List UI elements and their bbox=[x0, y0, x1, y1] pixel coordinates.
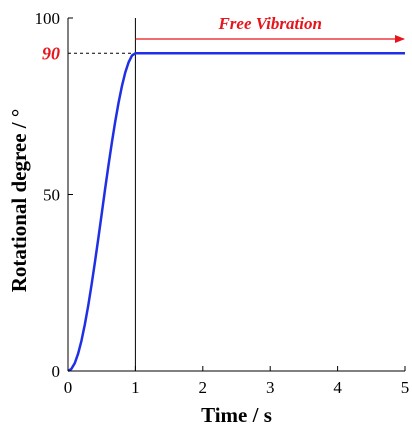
y-tick-label: 100 bbox=[35, 9, 61, 28]
plot-area bbox=[67, 18, 405, 373]
x-tick-label: 1 bbox=[131, 378, 140, 397]
x-tick-label: 2 bbox=[199, 378, 208, 397]
free-vibration-label: Free Vibration bbox=[217, 14, 321, 33]
y-tick-label: 0 bbox=[52, 362, 61, 381]
x-tick-label: 3 bbox=[266, 378, 275, 397]
x-tick-label: 0 bbox=[64, 378, 73, 397]
y-marker-label: 90 bbox=[42, 43, 60, 63]
series-line-0 bbox=[67, 52, 405, 373]
x-tick-label: 4 bbox=[333, 378, 342, 397]
y-tick-label: 50 bbox=[43, 186, 60, 205]
y-axis-title: Rotational degree / ° bbox=[7, 109, 31, 293]
x-axis-title: Time / s bbox=[201, 403, 272, 427]
x-tick-label: 5 bbox=[401, 378, 410, 397]
annotations: 90 Free Vibration bbox=[42, 14, 405, 63]
